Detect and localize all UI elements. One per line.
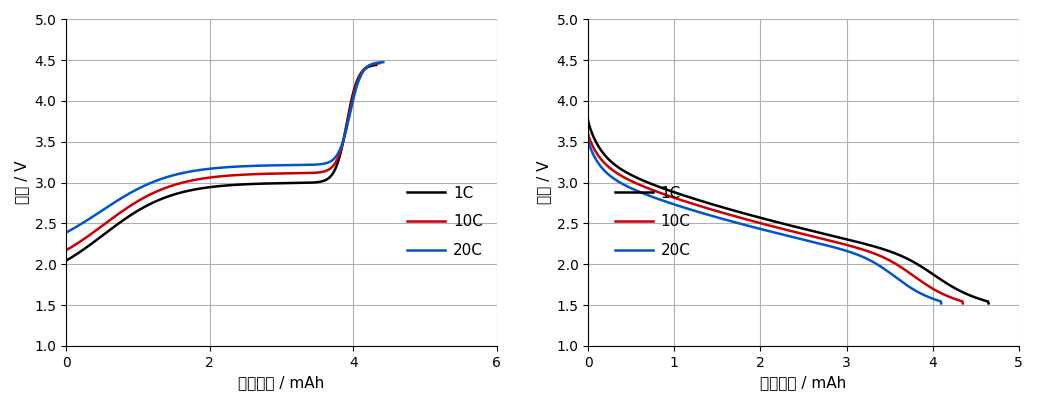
20C	[807, 240, 819, 244]
1C	[607, 161, 619, 166]
20C	[582, 138, 594, 143]
1C	[982, 301, 994, 306]
10C	[800, 232, 812, 237]
10C	[250, 172, 262, 177]
1C	[927, 272, 940, 277]
10C	[809, 235, 821, 240]
1C	[886, 250, 898, 255]
Legend: 1C, 10C, 20C: 1C, 10C, 20C	[401, 179, 489, 264]
1C	[582, 118, 594, 123]
20C	[886, 272, 898, 277]
1C	[814, 231, 826, 236]
1C	[825, 233, 838, 238]
20C	[604, 173, 616, 178]
10C	[242, 172, 254, 177]
10C	[60, 248, 73, 252]
1C	[327, 170, 339, 175]
20C	[935, 301, 948, 306]
1C	[257, 181, 270, 186]
Line: 1C: 1C	[66, 65, 376, 261]
20C	[80, 219, 92, 224]
Legend: 1C, 10C, 20C: 1C, 10C, 20C	[609, 179, 697, 264]
20C	[252, 163, 264, 168]
1C	[248, 181, 260, 186]
20C	[60, 230, 73, 235]
20C	[377, 60, 390, 65]
Line: 1C: 1C	[588, 120, 988, 303]
10C	[330, 159, 342, 164]
Y-axis label: 電圧 / V: 電圧 / V	[536, 161, 551, 204]
1C	[370, 63, 383, 67]
Y-axis label: 電圧 / V: 電圧 / V	[13, 161, 29, 204]
1C	[296, 181, 308, 185]
10C	[904, 271, 917, 276]
10C	[259, 171, 272, 176]
1C	[837, 236, 849, 241]
X-axis label: 放電容量 / mAh: 放電容量 / mAh	[760, 375, 846, 390]
1C	[60, 258, 73, 263]
X-axis label: 充電容量 / mAh: 充電容量 / mAh	[239, 375, 325, 390]
10C	[605, 166, 617, 171]
10C	[298, 170, 310, 175]
10C	[79, 236, 91, 240]
10C	[582, 131, 594, 136]
20C	[849, 252, 862, 257]
10C	[956, 301, 969, 306]
1C	[79, 246, 91, 251]
20C	[787, 235, 800, 240]
1C	[240, 182, 252, 187]
10C	[866, 250, 878, 255]
20C	[333, 149, 345, 154]
Line: 10C: 10C	[588, 134, 962, 303]
Line: 20C: 20C	[66, 62, 384, 232]
20C	[301, 162, 313, 167]
20C	[262, 163, 275, 168]
Line: 20C: 20C	[588, 140, 942, 303]
10C	[373, 61, 386, 65]
Line: 10C: 10C	[66, 63, 380, 250]
20C	[796, 237, 809, 242]
10C	[820, 238, 833, 242]
20C	[244, 164, 256, 168]
